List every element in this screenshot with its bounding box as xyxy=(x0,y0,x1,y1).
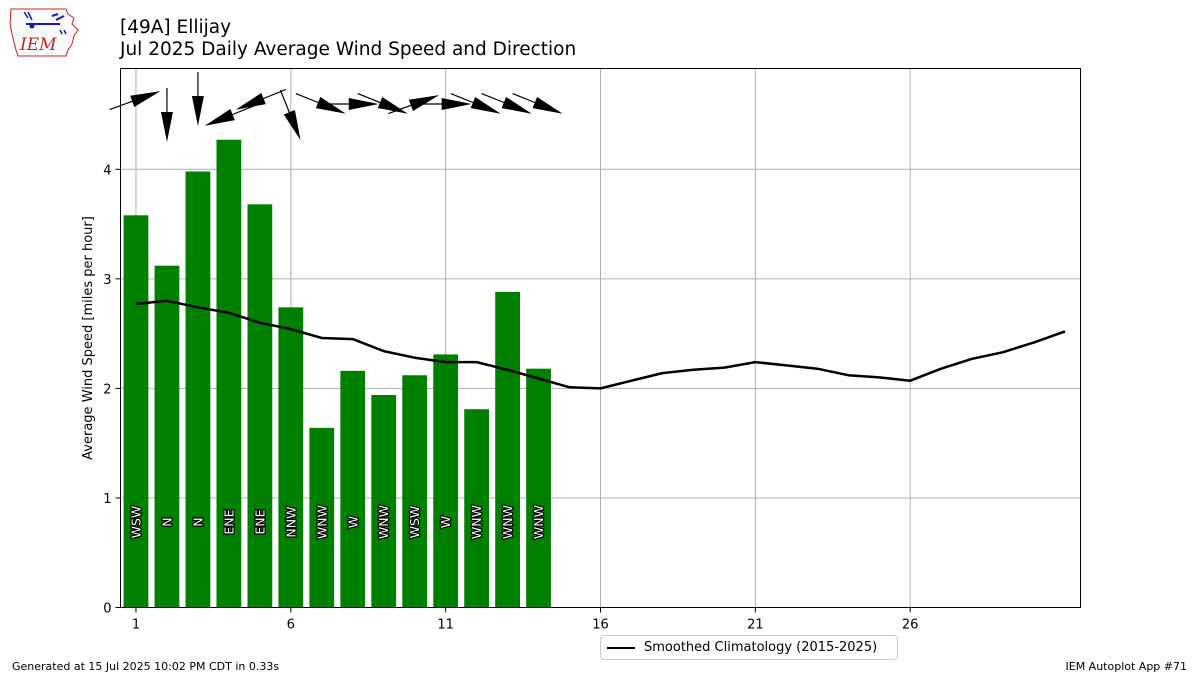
climatology-line xyxy=(135,299,1066,390)
wind-arrow xyxy=(109,91,161,111)
bar-direction-label: ENE xyxy=(252,509,267,534)
bar-direction-label: ENE xyxy=(221,509,236,534)
bar-direction-label: WNW xyxy=(531,505,546,539)
bar xyxy=(526,368,551,608)
wind-arrow-head xyxy=(470,96,501,114)
bar-direction-label: W xyxy=(345,516,360,528)
bar-direction-label: W xyxy=(438,516,453,528)
chart-legend: Smoothed Climatology (2015-2025) xyxy=(600,635,898,660)
y-tick-label: 3 xyxy=(103,273,111,288)
wind-arrow xyxy=(295,92,346,114)
wind-arrow-head xyxy=(283,110,301,141)
iowa-outline-icon xyxy=(9,8,79,57)
bar-direction-label: NNW xyxy=(283,507,298,538)
wind-arrow xyxy=(512,92,563,114)
bar xyxy=(371,394,397,608)
wind-arrow xyxy=(417,98,472,110)
wind-arrow xyxy=(235,88,287,110)
wind-direction-barbs xyxy=(109,72,563,142)
wind-arrow-shaft xyxy=(481,92,508,105)
x-tick-label: 21 xyxy=(747,618,764,633)
wind-arrow-head xyxy=(204,108,235,126)
bar xyxy=(402,375,428,608)
iem-logo: IEM xyxy=(8,6,80,60)
station-dot-icon xyxy=(29,23,35,29)
bar xyxy=(247,204,273,608)
bar xyxy=(185,171,211,608)
wind-arrow-head xyxy=(191,96,204,126)
wind-arrow xyxy=(481,92,532,114)
bar-direction-label: WNW xyxy=(376,505,391,539)
wind-arrow-shaft xyxy=(295,92,323,105)
wind-arrow-head xyxy=(532,96,563,114)
chart-title: Jul 2025 Daily Average Wind Speed and Di… xyxy=(120,39,577,60)
wind-arrow xyxy=(191,72,204,126)
wind-arrow-head xyxy=(235,92,266,110)
bar-direction-label: WNW xyxy=(500,505,515,539)
wind-arrow-shaft xyxy=(512,92,539,105)
wind-arrow-head xyxy=(377,96,408,114)
wind-arrow-shaft xyxy=(450,92,477,105)
wind-arrow xyxy=(388,95,440,115)
wind-arrow-head xyxy=(315,96,346,114)
bars: WSW N N ENE ENE NNW WNW W WNW WSW W WNW WNW WNW xyxy=(123,139,551,608)
bar xyxy=(154,265,180,608)
y-tick-label: 2 xyxy=(103,382,111,397)
x-tick-label: 6 xyxy=(287,618,295,633)
bar-direction-label: WSW xyxy=(407,506,422,539)
x-tick-label: 11 xyxy=(437,618,454,633)
wind-arrow-head xyxy=(408,95,440,112)
legend-line-swatch xyxy=(607,647,635,649)
wind-arrow xyxy=(279,89,301,141)
bar-direction-label: WNW xyxy=(469,505,484,539)
y-tick-label: 4 xyxy=(103,163,111,178)
wind-arrow-shaft xyxy=(388,103,415,115)
wind-arrow-shaft xyxy=(228,104,256,117)
y-tick-label: 1 xyxy=(103,492,111,507)
bar-direction-label: N xyxy=(190,517,205,526)
wind-arrow xyxy=(450,92,501,114)
wind-arrow-shaft xyxy=(357,92,384,105)
x-tick-label: 16 xyxy=(592,618,609,633)
bar-direction-label: N xyxy=(159,517,174,526)
wind-arrow-shaft xyxy=(109,99,137,111)
bar xyxy=(309,427,335,608)
generated-timestamp: Generated at 15 Jul 2025 10:02 PM CDT in… xyxy=(12,660,280,673)
bar xyxy=(495,291,520,608)
x-tick-label: 1 xyxy=(132,618,140,633)
bar xyxy=(464,409,490,608)
wind-arrow-shaft xyxy=(259,88,287,101)
wind-arrow xyxy=(160,88,173,142)
bar xyxy=(216,139,242,608)
climatology-line-group xyxy=(135,299,1066,390)
bar xyxy=(433,354,459,608)
wind-arrow-head xyxy=(130,91,161,108)
wind-arrow-head xyxy=(441,98,472,110)
x-tick-label: 26 xyxy=(902,618,919,633)
legend-label: Smoothed Climatology (2015-2025) xyxy=(644,640,878,655)
chart-title-station: [49A] Ellijay xyxy=(120,17,232,38)
wind-arrow-head xyxy=(160,112,173,142)
bar xyxy=(123,215,149,608)
rain-drops-icon xyxy=(59,29,67,35)
logo-text: IEM xyxy=(19,35,57,55)
bar-direction-label: WNW xyxy=(314,505,329,539)
app-credit: IEM Autoplot App #71 xyxy=(1065,660,1188,673)
bar-direction-label: WSW xyxy=(128,506,143,539)
wind-arrow-head xyxy=(348,98,379,110)
bar xyxy=(278,307,304,608)
wind-arrow xyxy=(204,104,256,126)
wind-arrow-shaft xyxy=(279,89,292,117)
y-tick-label: 0 xyxy=(103,602,111,617)
wind-arrow xyxy=(324,98,379,110)
y-axis-label: Average Wind Speed [miles per hour] xyxy=(81,216,96,460)
antenna-icon xyxy=(23,11,33,21)
wind-arrow-head xyxy=(501,96,532,114)
bar xyxy=(340,370,366,608)
